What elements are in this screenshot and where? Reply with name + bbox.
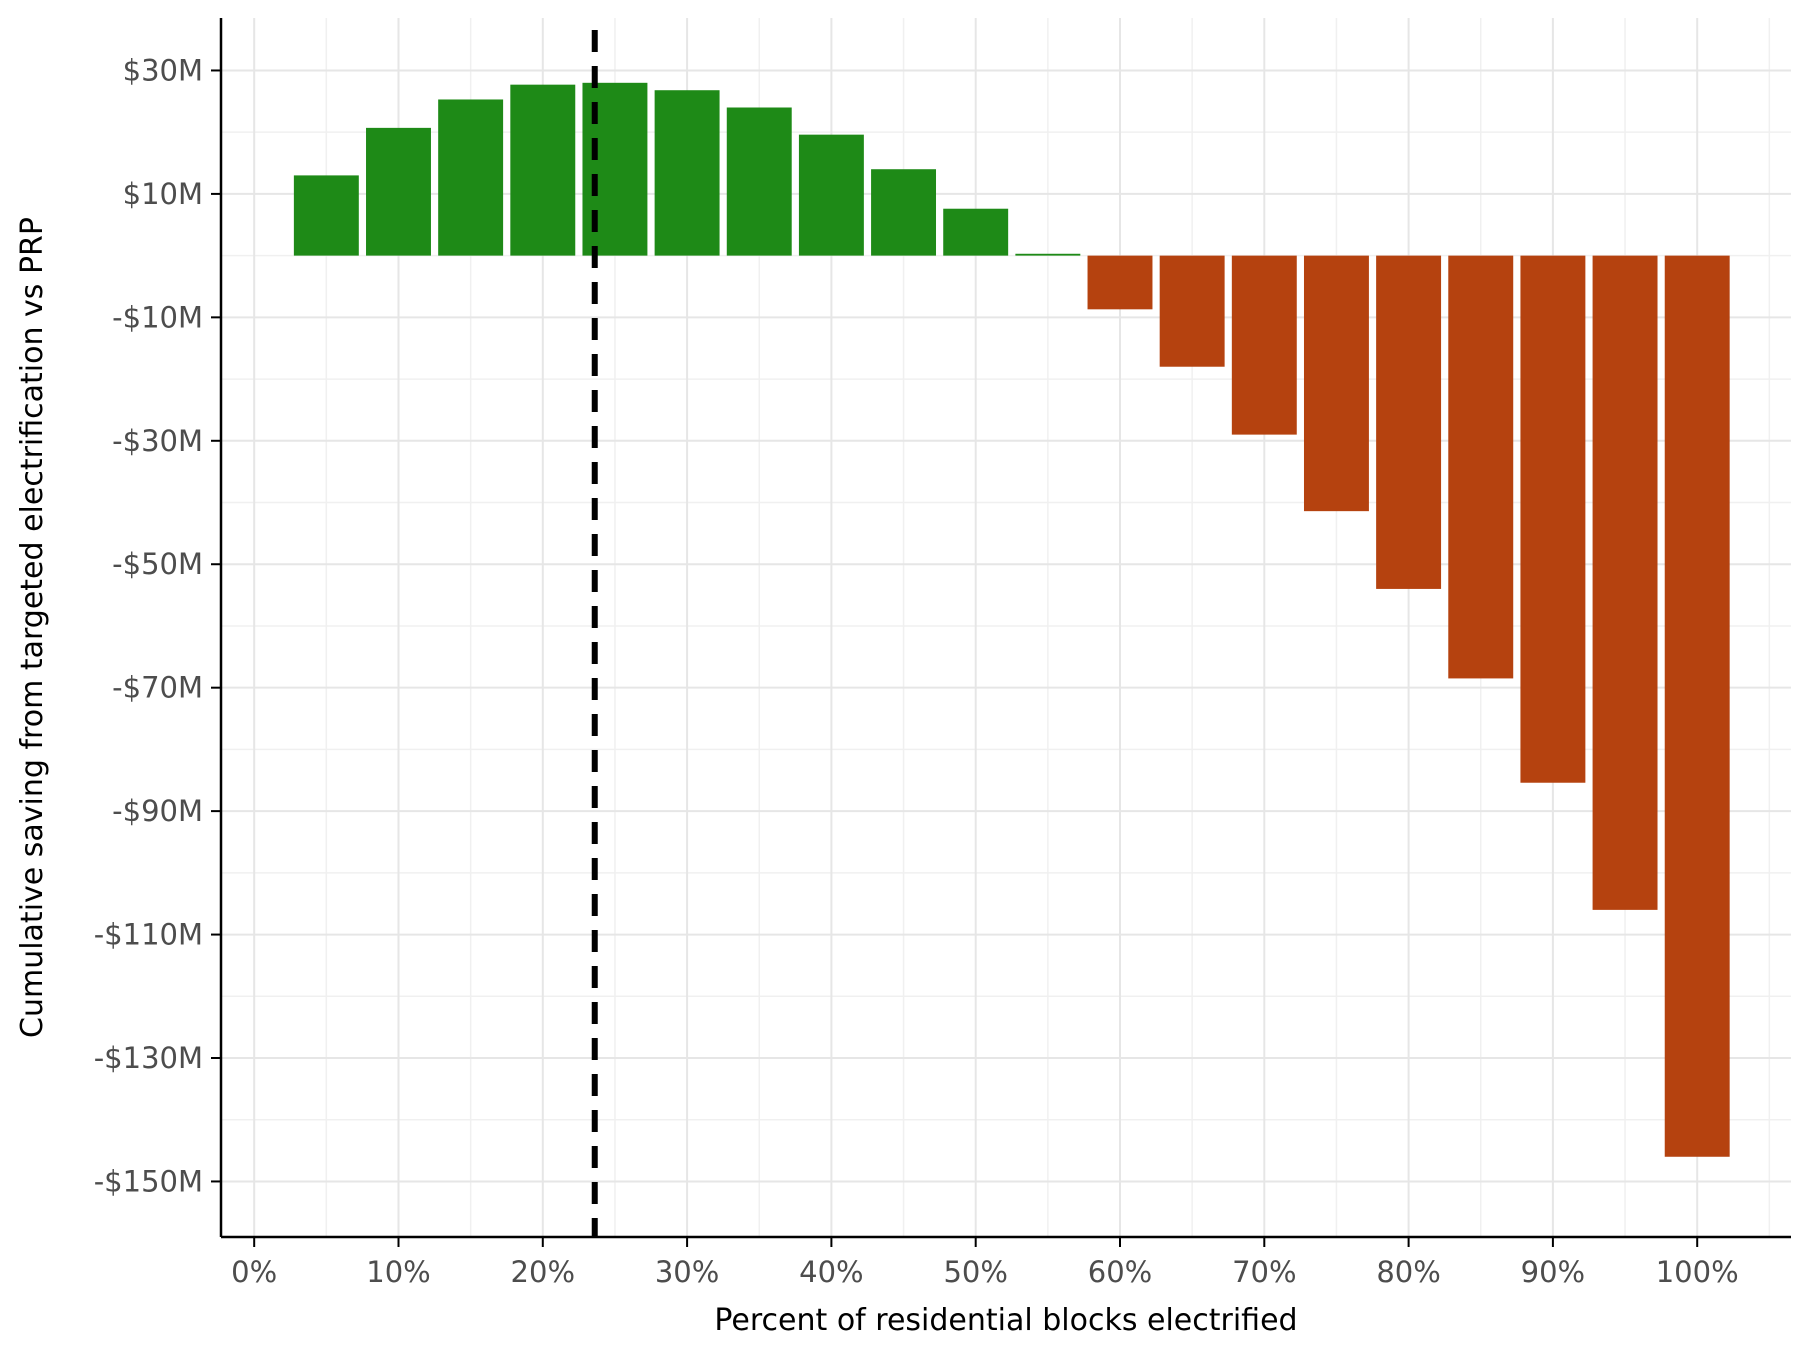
- bar: [871, 169, 937, 256]
- y-tick-label: -$50M: [112, 547, 203, 581]
- bar: [1303, 255, 1369, 512]
- y-tick-label: -$90M: [112, 794, 203, 828]
- x-tick-label: 60%: [1088, 1255, 1152, 1289]
- bar: [510, 84, 576, 256]
- bar: [366, 127, 431, 256]
- x-tick-label: 10%: [366, 1255, 430, 1289]
- x-axis-title: Percent of residential blocks electrifie…: [714, 1303, 1297, 1338]
- axes: [219, 18, 1791, 1239]
- bar: [1231, 255, 1297, 435]
- bar: [1592, 255, 1658, 910]
- x-tick-label: 90%: [1521, 1255, 1585, 1289]
- x-tick-label: 40%: [799, 1255, 863, 1289]
- bar: [1520, 255, 1586, 783]
- bar: [1664, 255, 1730, 1157]
- bar: [1159, 255, 1225, 367]
- bar: [293, 175, 359, 256]
- bar: [1376, 255, 1442, 589]
- y-tick-label: $10M: [123, 177, 203, 211]
- bar: [1448, 255, 1514, 679]
- y-tick-label: -$150M: [94, 1164, 203, 1198]
- bar: [654, 90, 720, 256]
- y-tick-label: -$10M: [112, 300, 203, 334]
- bar: [1015, 253, 1081, 256]
- x-tick-label: 100%: [1656, 1255, 1739, 1289]
- x-tick-label: 50%: [943, 1255, 1007, 1289]
- bar: [726, 107, 792, 256]
- y-tick-label: -$130M: [94, 1041, 203, 1075]
- bar: [438, 99, 504, 256]
- bar: [943, 208, 1009, 256]
- x-tick-label: 70%: [1232, 1255, 1296, 1289]
- y-tick-label: $30M: [123, 53, 203, 87]
- y-tick-label: -$30M: [112, 424, 203, 458]
- x-tick-label: 30%: [655, 1255, 719, 1289]
- x-tick-label: 80%: [1376, 1255, 1440, 1289]
- y-tick-label: -$70M: [112, 671, 203, 705]
- bar: [1087, 255, 1153, 310]
- bars: [293, 82, 1730, 1157]
- x-tick-label: 20%: [511, 1255, 575, 1289]
- y-axis-title: Cumulative saving from targeted electrif…: [15, 217, 50, 1038]
- y-tick-label: -$110M: [94, 918, 203, 952]
- tick-labels: 0% 10% 20% 30% 40% 50% 60% 70% 80% 90% 100% $30M $10…: [94, 53, 1739, 1289]
- x-tick-label: 0%: [231, 1255, 277, 1289]
- bar: [798, 134, 864, 256]
